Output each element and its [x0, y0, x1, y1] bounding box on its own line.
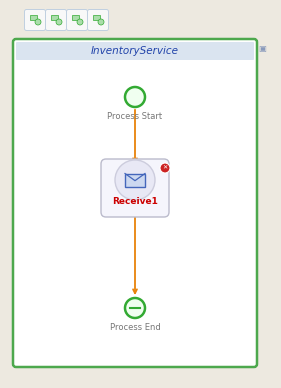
- FancyBboxPatch shape: [24, 9, 46, 31]
- FancyBboxPatch shape: [30, 15, 37, 20]
- FancyBboxPatch shape: [87, 9, 108, 31]
- FancyBboxPatch shape: [72, 15, 79, 20]
- Text: InventoryService: InventoryService: [91, 46, 179, 56]
- Text: Process Start: Process Start: [107, 112, 163, 121]
- FancyBboxPatch shape: [16, 42, 254, 60]
- Circle shape: [98, 19, 104, 25]
- Circle shape: [125, 87, 145, 107]
- FancyBboxPatch shape: [67, 9, 87, 31]
- Circle shape: [35, 19, 41, 25]
- Circle shape: [125, 298, 145, 318]
- Text: Process End: Process End: [110, 323, 160, 332]
- Circle shape: [77, 19, 83, 25]
- Text: ▣: ▣: [258, 44, 266, 53]
- FancyBboxPatch shape: [51, 15, 58, 20]
- Circle shape: [56, 19, 62, 25]
- Circle shape: [160, 163, 170, 173]
- FancyBboxPatch shape: [13, 39, 257, 367]
- FancyBboxPatch shape: [101, 159, 169, 217]
- Text: ✕: ✕: [162, 166, 168, 171]
- Text: Receive1: Receive1: [112, 196, 158, 206]
- FancyBboxPatch shape: [93, 15, 100, 20]
- FancyBboxPatch shape: [125, 173, 145, 187]
- FancyBboxPatch shape: [46, 9, 67, 31]
- Circle shape: [115, 160, 155, 200]
